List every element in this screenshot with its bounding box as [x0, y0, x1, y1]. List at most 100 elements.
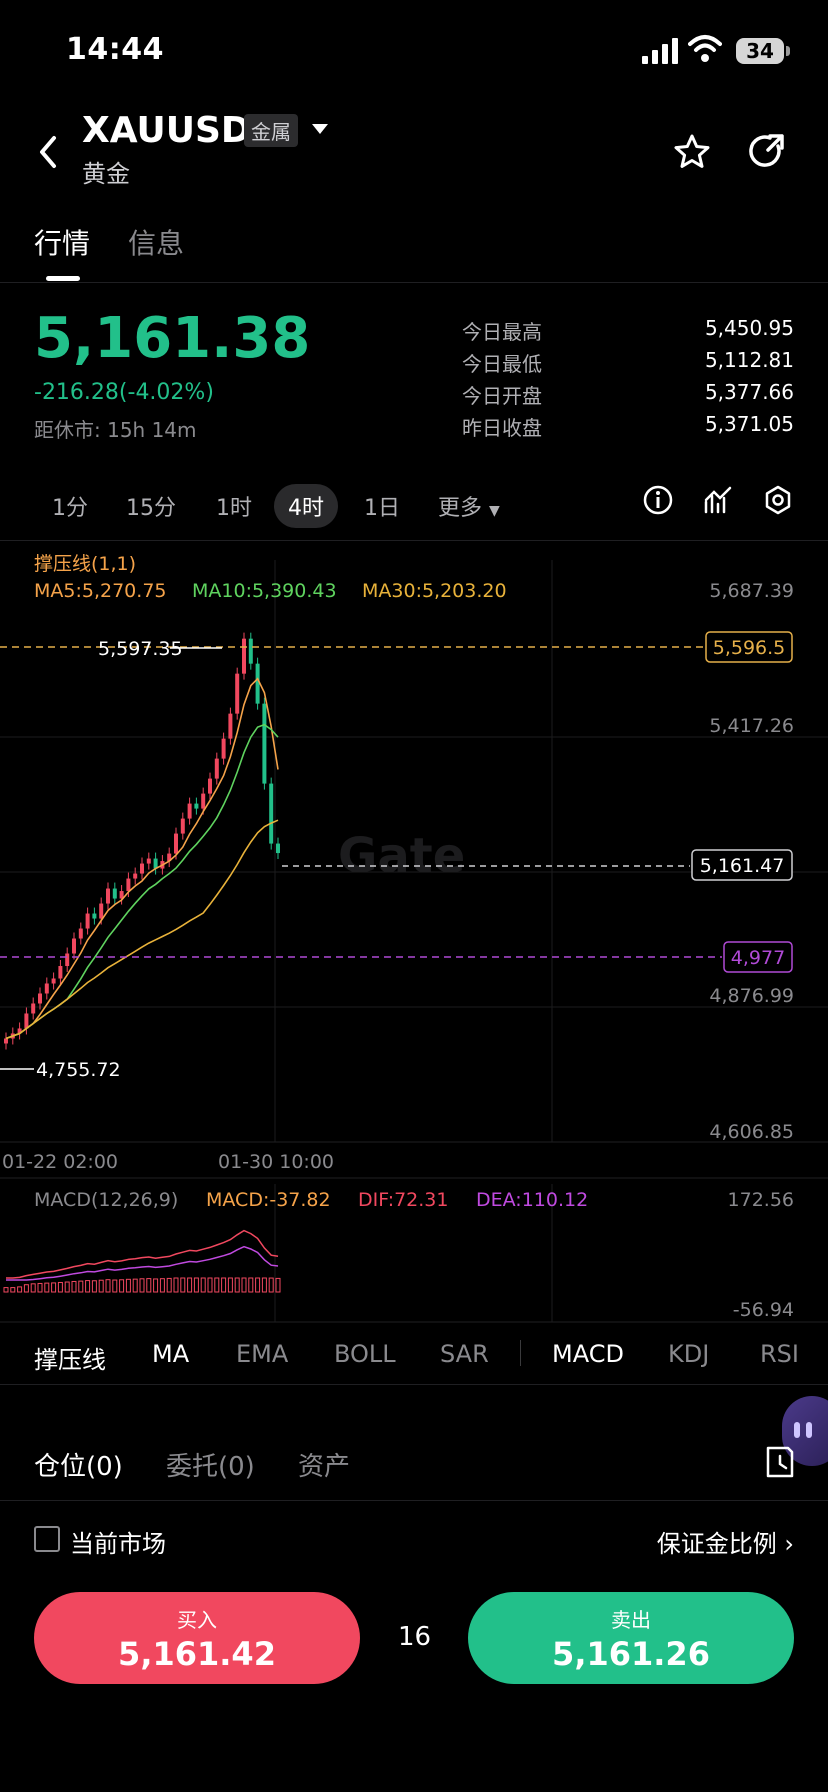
low-marker-label: 4,755.72	[36, 1059, 121, 1081]
tab-info[interactable]: 信息	[128, 227, 185, 260]
macd-bar	[248, 1277, 254, 1293]
macd-bar	[146, 1278, 152, 1293]
caret-down-icon: ▼	[489, 503, 500, 519]
candle-body	[242, 638, 246, 674]
dif-line	[6, 1229, 279, 1279]
sell-button[interactable]: 卖出 5,161.26	[468, 1592, 794, 1684]
info-icon[interactable]	[642, 484, 674, 516]
candle-body	[126, 878, 131, 892]
macd-bar	[37, 1282, 43, 1293]
symbol-title[interactable]: XAUUSD	[82, 110, 251, 151]
tab-market[interactable]: 行情	[34, 227, 91, 260]
drawing-tools-icon[interactable]	[702, 484, 734, 516]
price-axis-label: 5,687.39	[709, 580, 794, 602]
indicator-macd[interactable]: MACD	[552, 1340, 624, 1368]
period-4h[interactable]: 4时	[274, 484, 338, 528]
candle-body	[51, 978, 56, 984]
favorite-star-icon[interactable]	[672, 132, 712, 172]
candle-body	[92, 913, 97, 919]
candlestick-chart[interactable]: 撑压线(1,1) MA5:5,270.75 MA10:5,390.43 MA30…	[0, 540, 828, 1324]
macd-bar	[153, 1278, 159, 1293]
macd-bar	[139, 1278, 145, 1293]
macd-bar	[261, 1277, 267, 1293]
buy-button[interactable]: 买入 5,161.42	[34, 1592, 360, 1684]
candle-body	[99, 903, 104, 919]
ma-line	[5, 819, 279, 1040]
assistant-bubble[interactable]	[782, 1396, 828, 1466]
candle-body	[24, 1013, 29, 1029]
macd-bar	[85, 1280, 91, 1293]
candle-body	[174, 833, 178, 854]
divider	[0, 1500, 828, 1501]
ma5-label: MA5:5,270.75	[34, 580, 167, 602]
stat-value-prev-close: 5,371.05	[704, 412, 794, 436]
price-axis-label: 5,417.26	[709, 715, 794, 737]
sell-label: 卖出	[611, 1608, 651, 1632]
margin-ratio-link[interactable]: 保证金比例 ›	[656, 1530, 794, 1558]
tab-orders[interactable]: 委托(0)	[166, 1452, 255, 1482]
spread-value: 16	[398, 1622, 432, 1652]
macd-bar	[105, 1279, 111, 1293]
indicator-kdj[interactable]: KDJ	[668, 1340, 710, 1368]
battery-icon: 34	[736, 38, 784, 64]
candle-body	[208, 778, 212, 794]
divider	[0, 282, 828, 283]
period-15m[interactable]: 15分	[126, 496, 176, 521]
current-market-checkbox[interactable]	[34, 1526, 60, 1552]
indicator-sar[interactable]: SAR	[440, 1340, 489, 1368]
period-1h[interactable]: 1时	[216, 496, 252, 521]
candle-body	[201, 793, 206, 809]
ma30-label: MA30:5,203.20	[362, 580, 507, 602]
category-badge: 金属	[244, 114, 298, 147]
indicator-boll[interactable]: BOLL	[334, 1340, 396, 1368]
stat-value-low: 5,112.81	[704, 348, 794, 372]
tab-assets[interactable]: 资产	[298, 1452, 351, 1482]
ma10-label: MA10:5,390.43	[192, 580, 337, 602]
candle-body	[146, 858, 151, 864]
macd-value: MACD:-37.82	[206, 1189, 331, 1211]
indicator-ema[interactable]: EMA	[236, 1340, 289, 1368]
macd-bar	[132, 1278, 138, 1293]
macd-bar	[91, 1280, 97, 1293]
period-1m[interactable]: 1分	[52, 496, 88, 521]
indicator-support-resistance[interactable]: 撑压线	[34, 1346, 106, 1374]
candle-body	[140, 863, 144, 874]
stat-label-prev-close: 昨日收盘	[462, 416, 542, 440]
resistance-value: 5,596.5	[713, 637, 786, 659]
candle-body	[276, 843, 280, 854]
candle-body	[78, 928, 83, 939]
tab-underline	[46, 276, 80, 281]
macd-bar	[221, 1277, 227, 1293]
macd-bar	[268, 1277, 274, 1293]
candle-body	[65, 953, 70, 967]
tab-positions[interactable]: 仓位(0)	[34, 1452, 123, 1482]
indicator-rsi[interactable]: RSI	[760, 1340, 799, 1368]
history-icon[interactable]	[764, 1444, 796, 1480]
sell-price: 5,161.26	[552, 1635, 710, 1673]
dropdown-caret-icon[interactable]	[312, 124, 328, 134]
period-more[interactable]: 更多 ▼	[424, 484, 514, 528]
macd-bar	[3, 1287, 9, 1293]
candle-body	[235, 673, 240, 714]
macd-bar	[78, 1280, 84, 1293]
settings-icon[interactable]	[762, 484, 794, 516]
candle-body	[106, 888, 110, 904]
status-time: 14:44	[66, 32, 164, 67]
divider	[0, 1384, 828, 1385]
candle-body	[112, 888, 117, 899]
indicator-ma[interactable]: MA	[152, 1340, 190, 1368]
back-arrow-icon[interactable]	[34, 132, 64, 172]
support-tag[interactable]	[723, 941, 793, 973]
resistance-tag[interactable]	[705, 631, 793, 663]
candle-body	[228, 713, 233, 739]
macd-bar	[173, 1277, 179, 1293]
candle-body	[248, 638, 253, 664]
macd-bar	[187, 1277, 193, 1293]
macd-bar	[166, 1277, 172, 1293]
share-icon[interactable]	[748, 132, 788, 172]
stat-value-open: 5,377.66	[704, 380, 794, 404]
candle-body	[194, 803, 199, 809]
macd-axis-label: -56.94	[733, 1299, 794, 1321]
support-value: 4,977	[731, 947, 785, 969]
period-1d[interactable]: 1日	[364, 496, 400, 521]
